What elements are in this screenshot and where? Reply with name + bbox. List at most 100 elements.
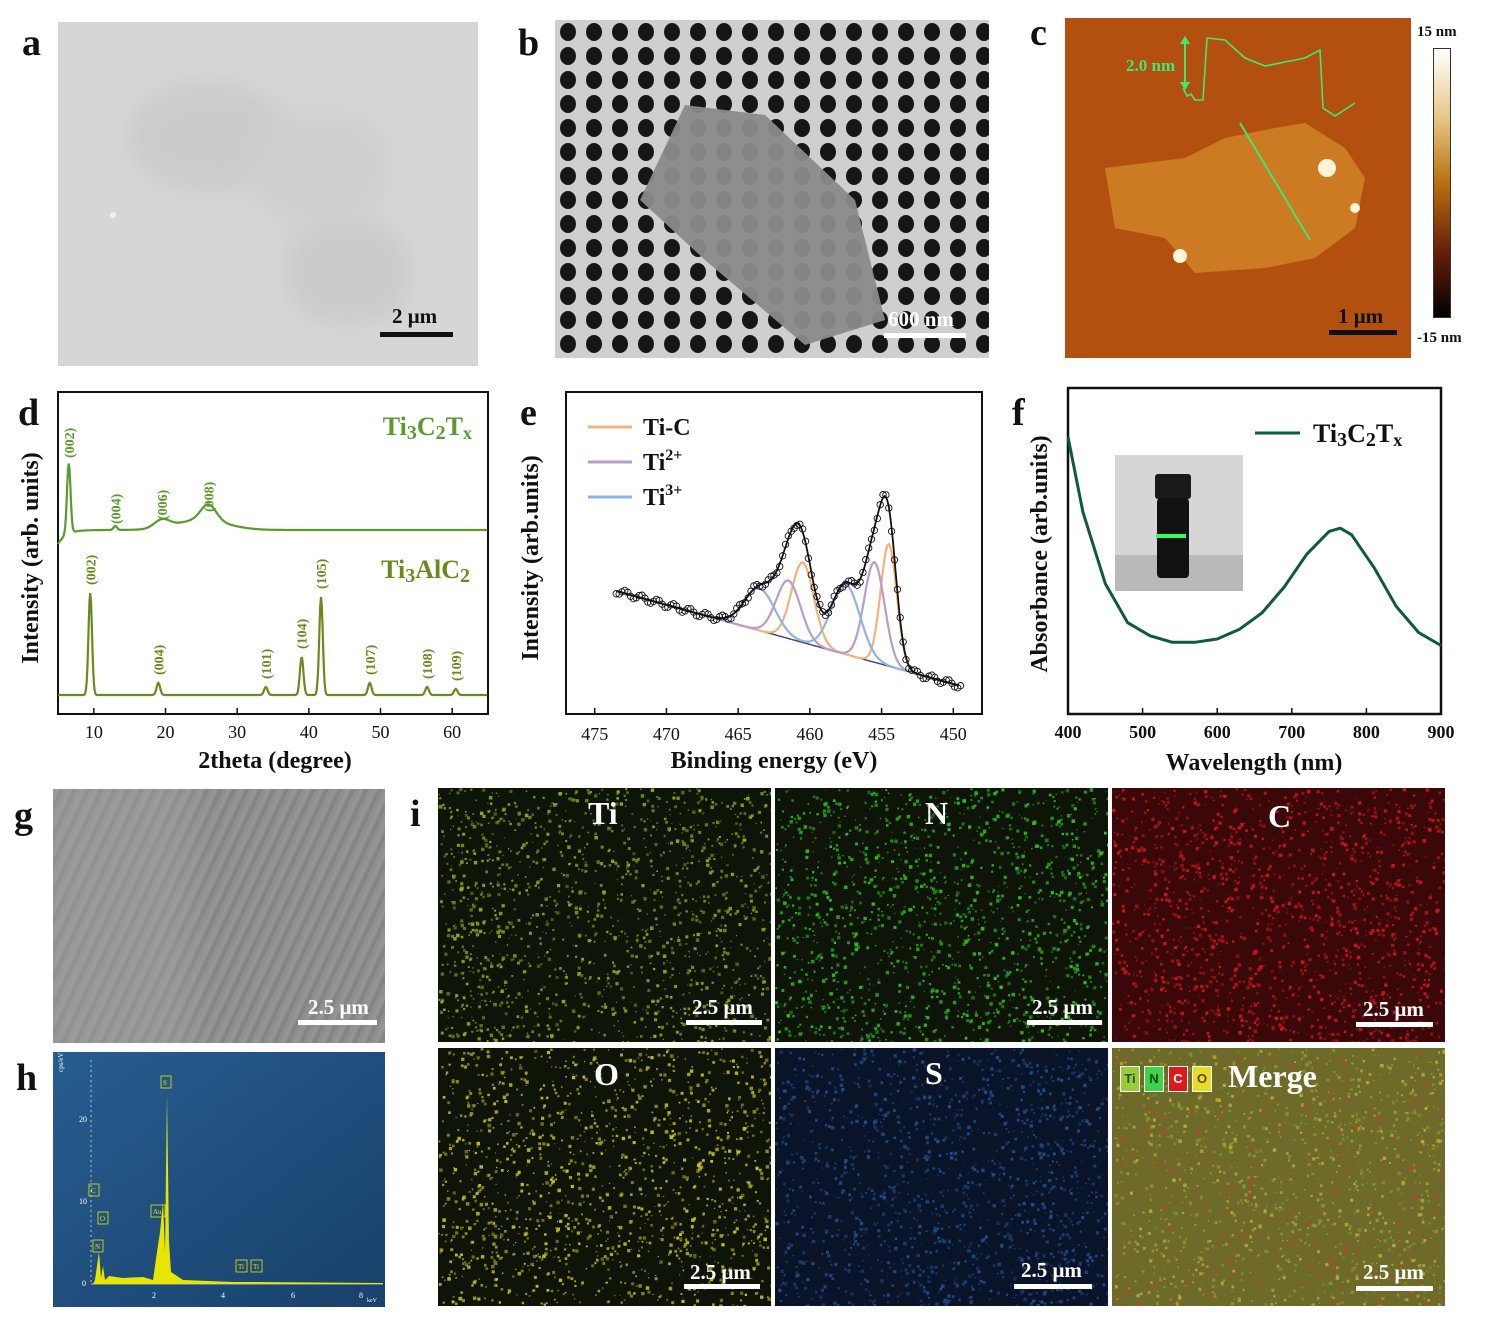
eds-peak-label-s: S xyxy=(163,1079,167,1087)
xps-data-point xyxy=(824,609,833,617)
xps-data-point xyxy=(744,594,752,602)
scale-bar-label-merge: 2.5 μm xyxy=(1363,1260,1424,1284)
xps-data-point xyxy=(896,613,904,622)
scale-bar-c-map xyxy=(1356,1022,1433,1027)
scale-bar-label-n: 2.5 μm xyxy=(1032,995,1093,1019)
eds-xunit: keV xyxy=(367,1298,378,1304)
scale-bar-s xyxy=(1014,1284,1092,1289)
legend-ti-c: Ti-C xyxy=(643,415,691,441)
xrd-xtick-label: 20 xyxy=(157,722,175,742)
xps-data-point xyxy=(810,583,818,591)
xrd-peak-label: (104) xyxy=(296,618,311,649)
cuvette-inset-photo xyxy=(1115,455,1243,591)
xps-data-point xyxy=(887,527,896,535)
xps-plot-frame xyxy=(565,391,983,715)
eds-spectrum-fill xyxy=(93,1094,383,1284)
scale-bar-label-b: 600 nm xyxy=(888,307,954,331)
scale-bar-label-g: 2.5 μm xyxy=(308,995,369,1019)
legend-ti3: Ti3+ xyxy=(643,482,682,511)
xps-data-point xyxy=(856,578,864,586)
uvvis-xtick-label: 500 xyxy=(1129,722,1156,742)
map-title-ti: Ti xyxy=(588,795,618,831)
uvvis-ylabel: Absorbance (arb.units) xyxy=(1027,435,1053,672)
xps-data-point xyxy=(867,535,876,543)
eds-map-c xyxy=(1112,788,1445,1042)
eds-map-ti xyxy=(438,788,771,1042)
map-title-o: O xyxy=(594,1056,619,1092)
xps-data-point xyxy=(956,682,965,690)
xrd-peak-label: (004) xyxy=(152,644,167,675)
xrd-peak-label: (101) xyxy=(260,648,275,679)
map-title-s: S xyxy=(925,1055,943,1091)
eds-map-texture xyxy=(1112,1048,1445,1306)
legend-ti2: Ti2+ xyxy=(643,447,682,476)
eds-map-texture xyxy=(775,1048,1108,1306)
xps-data-point xyxy=(827,601,836,609)
scale-bar-label-c: 1 μm xyxy=(1338,304,1384,328)
xps-xtick-label: 470 xyxy=(653,724,680,744)
uvvis-chart: 400 500 600 700 800 900 Wavelength (nm) Absor… xyxy=(1027,386,1455,776)
uvvis-xlabel: Wavelength (nm) xyxy=(1166,750,1343,776)
xps-data-point xyxy=(710,616,718,625)
panel-label-a: a xyxy=(22,22,41,64)
sem-image-a xyxy=(58,22,478,366)
uvvis-xtick-label: 700 xyxy=(1278,722,1305,742)
xrd-peak-label: (002) xyxy=(84,554,99,585)
xrd-peak-label: (108) xyxy=(421,648,436,679)
xrd-peak-label: (109) xyxy=(450,650,465,681)
mxene-flake xyxy=(640,105,885,345)
eds-peak-label-ti-2: Ti xyxy=(253,1263,259,1271)
xrd-xtick-label: 40 xyxy=(300,722,318,742)
panel-label-c: c xyxy=(1030,12,1047,54)
xps-data-point xyxy=(870,526,879,534)
merge-tag-ti: Ti xyxy=(1120,1066,1140,1092)
uvvis-xtick-label: 400 xyxy=(1055,722,1082,742)
xrd-peak-label: (107) xyxy=(364,644,379,675)
eds-peak-label-au: Au xyxy=(153,1208,162,1216)
xps-data-point xyxy=(879,491,887,499)
colorbar xyxy=(1433,48,1451,318)
eds-map-texture xyxy=(438,788,771,1042)
xrd-peak-label: (004) xyxy=(109,493,124,524)
xps-data-point xyxy=(781,540,790,549)
eds-map-s xyxy=(775,1048,1108,1306)
xps-data-point xyxy=(859,568,867,577)
xps-data-point xyxy=(629,595,638,603)
xrd-xtick-label: 10 xyxy=(85,722,103,742)
colorbar-max: 15 nm xyxy=(1417,24,1457,40)
eds-ytick-10: 10 xyxy=(79,1197,87,1206)
uvvis-series-line xyxy=(1066,436,1442,647)
scale-bar-o xyxy=(684,1284,760,1289)
xps-data-point xyxy=(862,556,870,564)
panel-label-d: d xyxy=(18,392,40,434)
panel-label-g: g xyxy=(14,795,33,837)
scale-bar-label-c-map: 2.5 μm xyxy=(1363,997,1424,1021)
scale-bar-n xyxy=(1027,1020,1102,1025)
eds-xtick-2: 2 xyxy=(152,1291,156,1300)
xrd-peak-label: (008) xyxy=(203,481,218,512)
afm-topography xyxy=(1065,18,1411,358)
xps-chart: 475 470 465 460 455 450 Binding energy (eV) I… xyxy=(518,391,983,774)
xps-data-point xyxy=(876,501,884,509)
xps-data-point xyxy=(899,638,907,646)
xps-component-ti3 xyxy=(615,583,960,687)
xps-data-point xyxy=(724,615,732,623)
merge-tag-o: O xyxy=(1192,1066,1212,1092)
height-profile-line xyxy=(1239,122,1311,241)
xps-xtick-label: 455 xyxy=(868,724,895,744)
eds-peak-label-o: O xyxy=(100,1215,105,1223)
eds-peak-label-n: N xyxy=(95,1243,100,1251)
eds-ytick-20: 20 xyxy=(79,1115,87,1124)
eds-ylabel: cps/eV xyxy=(57,1053,65,1072)
xrd-peak-label: (002) xyxy=(63,427,78,458)
scale-bar-merge xyxy=(1356,1286,1433,1291)
afm-image-c xyxy=(1065,18,1411,358)
xrd-peak-label: (006) xyxy=(156,489,171,520)
xrd-xlabel: 2theta (degree) xyxy=(198,748,352,774)
scale-bar-ti xyxy=(686,1020,762,1025)
eds-map-merge xyxy=(1112,1048,1445,1306)
xps-legend: Ti-C Ti2+ Ti3+ xyxy=(588,415,691,511)
scale-bar-label-a: 2 μm xyxy=(392,304,438,328)
xrd-series-label-ti3c2tx: Ti3C2Tx xyxy=(383,412,472,444)
xrd-plot-frame xyxy=(57,391,489,715)
